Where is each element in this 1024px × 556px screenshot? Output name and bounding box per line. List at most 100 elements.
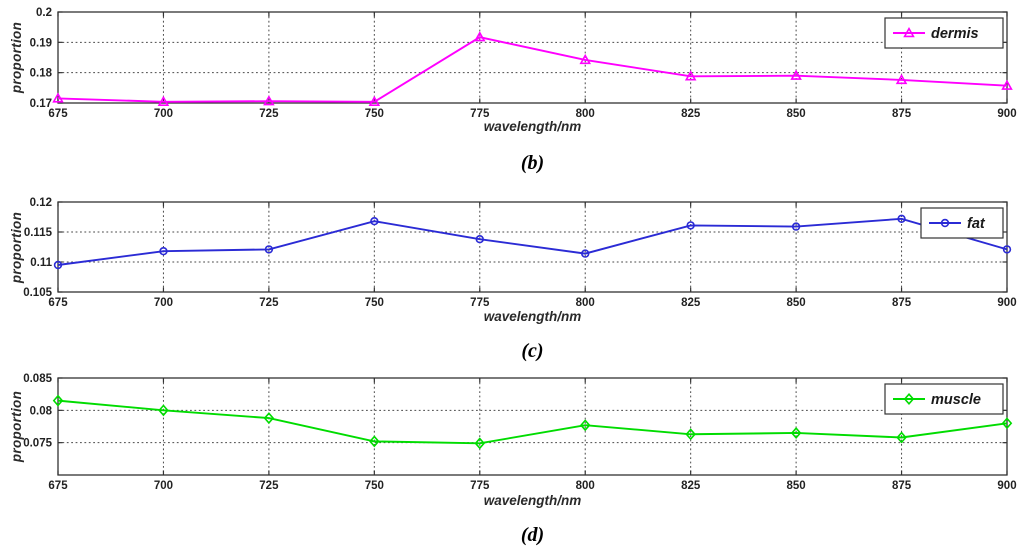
- x-axis-label: wavelength/nm: [483, 119, 582, 134]
- x-tick-label: 700: [154, 108, 173, 120]
- circle-marker-icon: [475, 234, 484, 244]
- y-tick-label: 0.085: [23, 373, 52, 385]
- x-tick-label: 825: [681, 108, 701, 120]
- tick-marks: [57, 377, 1008, 475]
- diamond-marker-icon: [158, 404, 169, 417]
- x-tick-label: 675: [48, 480, 68, 492]
- triangle-marker-icon: [474, 31, 486, 42]
- y-axis-label: proportion: [9, 21, 25, 94]
- triangle-marker-icon: [790, 69, 802, 80]
- tick-labels: 675 700 725 750 775 800 825 850 875 900 0.075 0.08 0…: [23, 373, 1016, 492]
- triangle-marker-icon: [52, 92, 64, 103]
- x-tick-label: 675: [48, 297, 68, 309]
- y-tick-label: 0.17: [30, 98, 52, 110]
- legend-label: dermis: [931, 26, 979, 42]
- x-tick-label: 750: [365, 480, 384, 492]
- gridlines: [58, 378, 1007, 475]
- x-tick-label: 700: [154, 297, 173, 309]
- chart-d-plot: 675 700 725 750 775 800 825 850 875 900 0.075 0.08 0…: [23, 373, 1016, 492]
- circle-marker-icon: [581, 249, 590, 258]
- series-line: [57, 217, 1008, 266]
- circle-marker-icon: [686, 221, 695, 230]
- x-tick-label: 875: [892, 480, 912, 492]
- x-tick-label: 850: [787, 297, 806, 309]
- triangle-marker-icon: [684, 70, 697, 81]
- diamond-marker-icon: [369, 435, 380, 448]
- triangle-marker-icon: [263, 95, 275, 106]
- x-tick-label: 725: [259, 480, 279, 492]
- circle-marker-icon: [159, 246, 168, 256]
- series-markers: [53, 214, 1012, 270]
- x-tick-label: 750: [365, 297, 384, 309]
- y-tick-label: 0.075: [23, 438, 52, 450]
- legend-label: fat: [967, 216, 986, 232]
- series-markers: [52, 31, 1013, 106]
- x-tick-label: 900: [997, 480, 1016, 492]
- y-tick-label: 0.2: [36, 7, 52, 19]
- circle-marker-icon: [370, 217, 379, 226]
- x-tick-label: 775: [470, 108, 490, 120]
- x-tick-label: 825: [681, 480, 701, 492]
- x-tick-label: 800: [576, 480, 595, 492]
- axis-box: [57, 377, 1008, 476]
- triangle-marker-icon: [1001, 79, 1013, 90]
- circle-marker-icon: [940, 218, 950, 228]
- series-line: [57, 36, 1008, 103]
- diamond-marker-icon: [903, 392, 915, 406]
- x-tick-label: 825: [681, 297, 701, 309]
- x-tick-label: 725: [259, 108, 279, 120]
- y-tick-label: 0.12: [30, 197, 52, 209]
- series-markers: [52, 394, 1013, 450]
- y-axis-label: proportion: [9, 390, 25, 463]
- diamond-marker-icon: [1001, 417, 1013, 430]
- legend: muscle: [884, 383, 1004, 415]
- legend-box: [920, 207, 1004, 239]
- chart-caption: (c): [521, 340, 544, 362]
- y-tick-label: 0.08: [30, 405, 53, 417]
- y-axis-label-wrap: proportion: [4, 202, 30, 292]
- series-line: [57, 399, 1008, 445]
- y-axis-label: proportion: [9, 211, 25, 283]
- y-tick-label: 0.105: [23, 287, 52, 299]
- chart-c-section: 675 700 725 750 775 800 825 850 875 900 0.105 0.11 0…: [0, 190, 1024, 365]
- y-tick-label: 0.19: [30, 37, 52, 49]
- gridlines: [58, 202, 1007, 292]
- triangle-marker-icon: [579, 53, 591, 65]
- chart-d-section: 675 700 725 750 775 800 825 850 875 900 0.075 0.08 0…: [0, 365, 1024, 556]
- y-tick-label: 0.11: [30, 257, 52, 269]
- triangle-marker-icon: [903, 26, 915, 38]
- chart-c-plot: 675 700 725 750 775 800 825 850 875 900 0.105 0.11 0…: [23, 197, 1016, 309]
- legend-label: muscle: [931, 392, 981, 408]
- x-tick-label: 700: [154, 480, 173, 492]
- y-tick-label: 0.18: [30, 68, 53, 80]
- chart-b-plot: 675 700 725 750 775 800 825 850 875 900 0.17 0.18 0.…: [30, 7, 1017, 120]
- tick-labels: 675 700 725 750 775 800 825 850 875 900 0.17 0.18 0.…: [30, 7, 1017, 120]
- circle-marker-icon: [53, 260, 63, 270]
- x-tick-label: 775: [470, 297, 490, 309]
- diamond-marker-icon: [896, 431, 907, 444]
- diamond-marker-icon: [52, 394, 64, 407]
- diamond-marker-icon: [579, 419, 591, 432]
- diamond-marker-icon: [474, 437, 486, 450]
- x-tick-label: 900: [997, 108, 1016, 120]
- circle-marker-icon: [264, 245, 274, 254]
- tick-labels: 675 700 725 750 775 800 825 850 875 900 0.105 0.11 0…: [23, 197, 1016, 309]
- x-tick-label: 900: [997, 297, 1016, 309]
- diamond-marker-icon: [790, 426, 802, 439]
- triangle-marker-icon: [157, 95, 170, 106]
- triangle-marker-icon: [368, 95, 381, 106]
- circle-marker-icon: [1002, 245, 1012, 254]
- legend: fat: [920, 207, 1004, 239]
- x-axis-label: wavelength/nm: [483, 493, 582, 508]
- x-tick-label: 750: [365, 108, 384, 120]
- x-tick-label: 725: [259, 297, 279, 309]
- diamond-marker-icon: [685, 428, 696, 441]
- chart-caption: (d): [520, 524, 545, 546]
- chart-caption: (b): [520, 152, 545, 174]
- x-tick-label: 850: [787, 480, 806, 492]
- circle-marker-icon: [897, 214, 906, 223]
- x-tick-label: 675: [48, 108, 68, 120]
- x-tick-label: 800: [576, 108, 595, 120]
- x-tick-label: 875: [892, 108, 912, 120]
